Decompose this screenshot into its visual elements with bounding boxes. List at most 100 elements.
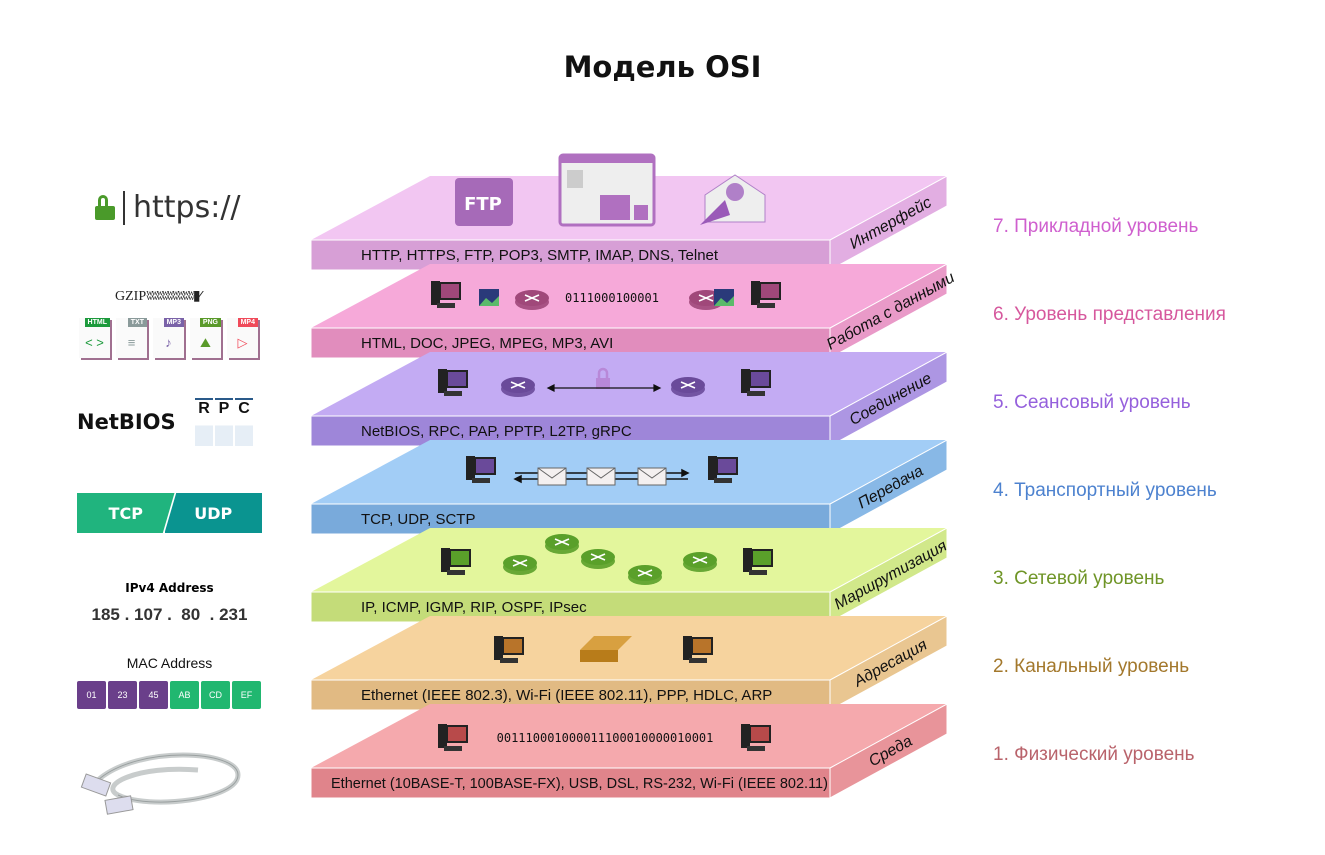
netbios-label: NetBIOS	[77, 410, 176, 434]
browser-window-icon	[558, 153, 656, 227]
tcp-udp-badge: TCP UDP	[77, 493, 262, 533]
file-glyph: ⛰	[200, 335, 211, 350]
gzip-text: GZIP	[115, 289, 147, 304]
mac-octet: CD	[201, 681, 230, 709]
router-icon	[683, 552, 717, 572]
file-tag: MP3	[163, 318, 184, 327]
lock-icon	[95, 194, 115, 220]
zipper-icon: ʬʬʬʬʬʬʬʬʬ▮⁄⁄	[146, 289, 201, 304]
file-mp3-icon: MP3 ♪	[153, 318, 184, 358]
rpc-letter: C	[235, 398, 253, 446]
https-badge: https://	[95, 190, 241, 225]
computer-icon	[431, 281, 461, 308]
file-png-icon: PNG ⛰	[190, 318, 221, 358]
layer-side-face	[829, 615, 948, 711]
computer-icon	[741, 724, 771, 751]
layer-top-face	[311, 616, 947, 680]
image-icon	[479, 289, 499, 306]
udp-label: UDP	[164, 493, 262, 533]
file-tag: HTML	[84, 318, 110, 327]
mac-octet: EF	[232, 681, 261, 709]
file-glyph: ▷	[237, 335, 248, 350]
router-icon	[503, 555, 537, 575]
mac-octet: 23	[108, 681, 137, 709]
file-mp4-icon: MP4 ▷	[227, 318, 258, 358]
file-glyph: < >	[85, 335, 104, 350]
computer-icon	[743, 548, 773, 575]
computer-icon	[466, 456, 496, 483]
layer-side-face	[829, 703, 948, 799]
osi-layer-7: HTTP, HTTPS, FTP, POP3, SMTP, IMAP, DNS,…	[310, 153, 948, 271]
osi-layer-1: Ethernet (10BASE-T, 100BASE-FX), USB, DS…	[310, 703, 948, 799]
layer-side-face	[829, 439, 948, 535]
envelope-icon	[637, 467, 667, 486]
osi-layer-6: HTML, DOC, JPEG, MPEG, MP3, AVI Работа с …	[310, 263, 958, 359]
image-icon	[714, 289, 734, 306]
rpc-letter: P	[215, 398, 233, 446]
computer-icon	[438, 724, 468, 751]
osi-layer-5: NetBIOS, RPC, PAP, PPTP, L2TP, gRPCСоеди…	[310, 351, 948, 447]
file-txt-icon: TXT ≡	[116, 318, 147, 358]
envelope-icon	[586, 467, 616, 486]
binary-data: 001110001000011100010000010001	[497, 731, 714, 745]
layer-protocols: Ethernet (IEEE 802.3), Wi-Fi (IEEE 802.1…	[361, 687, 772, 704]
mac-label: MAC Address	[126, 655, 213, 671]
layer-protocols: NetBIOS, RPC, PAP, PPTP, L2TP, gRPC	[361, 423, 632, 440]
file-tag: TXT	[127, 318, 147, 327]
layer-side-face	[829, 263, 948, 359]
divider	[123, 190, 125, 225]
ftp-folder-icon: FTP	[455, 178, 513, 226]
layer-protocols: Ethernet (10BASE-T, 100BASE-FX), USB, DS…	[331, 776, 828, 792]
rpc-letter: R	[195, 398, 213, 446]
ipv4-label: IPv4 Address	[125, 581, 214, 595]
layer-level-name: 4. Транспортный уровень	[993, 480, 1217, 501]
router-icon	[581, 549, 615, 569]
router-icon	[628, 565, 662, 585]
svg-text:FTP: FTP	[464, 194, 502, 215]
layer-level-name: 6. Уровень представления	[993, 304, 1226, 325]
layer-protocols: TCP, UDP, SCTP	[361, 511, 475, 528]
router-icon	[545, 534, 579, 554]
computer-icon	[683, 636, 713, 663]
computer-icon	[441, 548, 471, 575]
layer-level-name: 1. Физический уровень	[993, 744, 1195, 765]
layer-side-face	[829, 175, 948, 271]
mac-octet: 45	[139, 681, 168, 709]
osi-layer-3: IP, ICMP, IGMP, RIP, OSPF, IPsec Маршрути…	[310, 527, 950, 623]
gzip-label: GZIPʬʬʬʬʬʬʬʬʬ▮⁄⁄	[115, 288, 201, 305]
layer-level-name: 5. Сеансовый уровень	[993, 392, 1191, 413]
https-text: https://	[133, 190, 241, 225]
layer-side-face	[829, 527, 948, 623]
file-tag: MP4	[237, 318, 258, 327]
layer-level-name: 3. Сетевой уровень	[993, 568, 1165, 589]
layer-protocols: HTML, DOC, JPEG, MPEG, MP3, AVI	[361, 335, 613, 352]
ipv4-value: 185 . 107 . 80 . 231	[91, 605, 248, 624]
router-icon	[501, 377, 535, 397]
layer-protocols: HTTP, HTTPS, FTP, POP3, SMTP, IMAP, DNS,…	[361, 247, 719, 264]
mac-octet: AB	[170, 681, 199, 709]
connection-arrow	[546, 384, 662, 392]
osi-layer-2: Ethernet (IEEE 802.3), Wi-Fi (IEEE 802.1…	[310, 615, 948, 711]
file-glyph: ≡	[127, 335, 136, 350]
computer-icon	[741, 369, 771, 396]
router-icon	[671, 377, 705, 397]
layer-side-face	[829, 351, 948, 447]
page-title: Модель OSI	[563, 50, 762, 84]
mac-octet: 01	[77, 681, 106, 709]
binary-data: 0111000100001	[565, 291, 659, 305]
computer-icon	[751, 281, 781, 308]
mac-value: 01 23 45 AB CD EF	[77, 681, 261, 709]
layer-protocols: IP, ICMP, IGMP, RIP, OSPF, IPsec	[361, 599, 587, 616]
computer-icon	[708, 456, 738, 483]
computer-icon	[438, 369, 468, 396]
file-html-icon: HTML < >	[79, 318, 110, 358]
router-icon	[515, 290, 549, 310]
file-tag: PNG	[199, 318, 221, 327]
layer-level-name: 7. Прикладной уровень	[993, 216, 1199, 237]
switch-icon	[580, 636, 632, 662]
email-icon	[700, 174, 766, 225]
file-format-icons: HTML < > TXT ≡ MP3 ♪ PNG ⛰ MP4 ▷	[79, 318, 258, 358]
